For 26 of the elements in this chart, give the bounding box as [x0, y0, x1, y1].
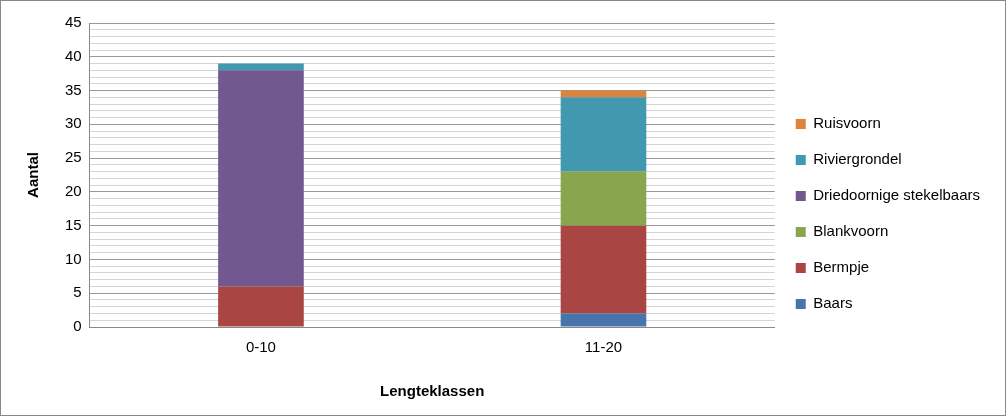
legend-label: Ruisvoorn — [813, 114, 881, 132]
y-tick-label: 30 — [65, 114, 82, 132]
legend-label: Driedoornige stekelbaars — [813, 186, 981, 204]
y-tick-label: 25 — [65, 148, 82, 166]
y-tick-label: 5 — [73, 283, 82, 301]
y-tick-label: 10 — [65, 249, 82, 267]
bar — [560, 171, 647, 226]
y-tick-label: 20 — [65, 182, 82, 200]
bar — [560, 97, 647, 172]
y-tick-label: 0 — [73, 317, 82, 335]
y-tick-label: 45 — [65, 13, 82, 31]
legend-label: Blankvoorn — [813, 222, 889, 240]
y-tick-label: 15 — [65, 215, 82, 233]
legend-label: Riviergrondel — [813, 150, 902, 168]
bar — [560, 313, 647, 327]
bar — [218, 286, 304, 327]
y-axis-title: Aantal — [24, 152, 42, 198]
x-tick-label: 0-10 — [245, 338, 276, 356]
x-axis-title: Lengteklassen — [380, 382, 485, 400]
legend-label: Baars — [813, 294, 853, 312]
legend-label: Bermpje — [813, 258, 870, 276]
bar — [560, 225, 647, 314]
x-tick-label: 11-20 — [584, 338, 623, 356]
bar — [218, 70, 304, 287]
y-tick-label: 40 — [65, 46, 82, 64]
y-tick-label: 35 — [65, 80, 82, 98]
